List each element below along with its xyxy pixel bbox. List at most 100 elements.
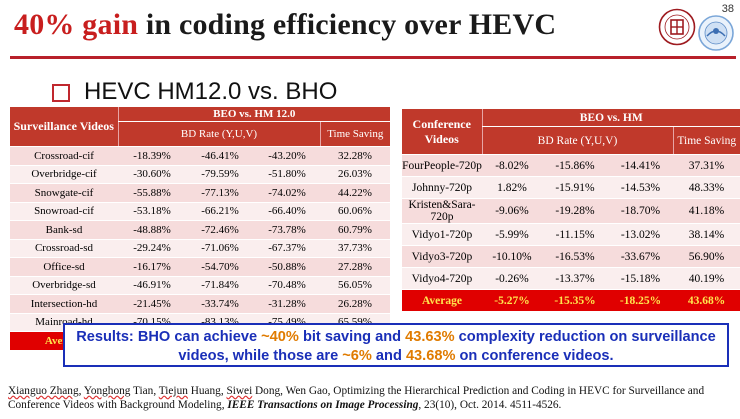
table-cell: 32.28% (320, 146, 391, 166)
row-label: Snowgate-cif (10, 183, 118, 203)
table-cell: -9.06% (482, 198, 542, 224)
slide-subtitle: HEVC HM12.0 vs. BHO (84, 78, 338, 105)
table-cell: -29.24% (118, 239, 186, 258)
row-label: Vidyo1-720p (402, 223, 482, 246)
table-cell: -46.41% (186, 146, 254, 166)
row-label: Crossroad-cif (10, 146, 118, 166)
row-label: Overbridge-sd (10, 276, 118, 295)
table-cell: -14.41% (608, 154, 673, 177)
slide-number: 38 (721, 3, 734, 15)
table-cell: -13.37% (542, 267, 608, 290)
table-cell: 44.22% (320, 183, 391, 203)
row-label: Johnny-720p (402, 176, 482, 199)
ref-text: , 23(10), Oct. 2014. 4511-4526. (418, 399, 562, 411)
ref-author: Tiejun (158, 385, 188, 397)
average-cell: -18.25% (608, 289, 673, 312)
reference-citation: Xianguo Zhang, Yonghong Tian, Tiejun Hua… (8, 384, 732, 412)
table-cell: -50.88% (254, 257, 320, 277)
table-cell: -72.46% (186, 220, 254, 240)
table-cell: -66.21% (186, 202, 254, 221)
table-row: Crossroad-cif -18.39% -46.41% -43.20% 32.28% (10, 146, 391, 166)
table-row: Overbridge-sd -46.91% -71.84% -70.48% 56.05% (10, 276, 391, 295)
table-cell: -18.70% (608, 198, 673, 224)
table-cell: -13.02% (608, 223, 673, 246)
row-label: Overbridge-cif (10, 165, 118, 184)
conference-table: Conference Videos BEO vs. HM BD Rate (Y,… (402, 109, 740, 312)
table-row: Johnny-720p 1.82% -15.91% -14.53% 48.33% (402, 176, 740, 199)
table-cell: 56.90% (673, 245, 740, 268)
average-cell: -5.27% (482, 289, 542, 312)
title-accent: 40% gain (14, 8, 139, 41)
results-text: and (371, 348, 406, 364)
results-text: Results: BHO can achieve (76, 329, 262, 345)
table-cell: -30.60% (118, 165, 186, 184)
row-label: Bank-sd (10, 220, 118, 240)
table-row: Crossroad-sd -29.24% -71.06% -67.37% 37.73% (10, 239, 391, 258)
ref-author: Xianguo Zhang (8, 385, 79, 397)
average-cell: 43.68% (673, 289, 740, 312)
table-row: Office-sd -16.17% -54.70% -50.88% 27.28% (10, 257, 391, 277)
table-cell: -14.53% (608, 176, 673, 199)
table-cell: -48.88% (118, 220, 186, 240)
table-cell: -46.91% (118, 276, 186, 295)
table-cell: 37.31% (673, 154, 740, 177)
slide-title: 40% gain in coding efficiency over HEVC (14, 8, 556, 42)
table-cell: -55.88% (118, 183, 186, 203)
row-label: Office-sd (10, 257, 118, 277)
table2-row-header: Conference Videos (402, 109, 482, 155)
table-cell: -70.48% (254, 276, 320, 295)
table2-bd-header: BD Rate (Y,U,V) (481, 126, 673, 155)
table1-group-header: BEO vs. HM 12.0 (117, 107, 391, 122)
title-underline (10, 56, 736, 59)
table-cell: -15.91% (542, 176, 608, 199)
table-cell: -74.02% (254, 183, 320, 203)
table-row: Snowgate-cif -55.88% -77.13% -74.02% 44.22% (10, 183, 391, 203)
table-cell: -21.45% (118, 294, 186, 314)
results-text: on conference videos. (455, 348, 614, 364)
table-cell: -73.78% (254, 220, 320, 240)
table-cell: -53.18% (118, 202, 186, 221)
row-label: Vidyo3-720p (402, 245, 482, 268)
table1-row-header: Surveillance Videos (10, 107, 118, 147)
table-cell: -8.02% (482, 154, 542, 177)
table-cell: 40.19% (673, 267, 740, 290)
ref-text: Dong, Wen Gao, Optimizing the Hierarchic… (8, 385, 705, 411)
row-label: Crossroad-sd (10, 239, 118, 258)
title-rest: in coding efficiency over HEVC (138, 8, 557, 41)
table-cell: 56.05% (320, 276, 391, 295)
table-cell: 37.73% (320, 239, 391, 258)
table-cell: -33.74% (186, 294, 254, 314)
table-cell: -71.84% (186, 276, 254, 295)
table-cell: -10.10% (482, 245, 542, 268)
row-label: Kristen&Sara-720p (402, 198, 482, 224)
table-cell: -67.37% (254, 239, 320, 258)
table-cell: 26.28% (320, 294, 391, 314)
table-row: Bank-sd -48.88% -72.46% -73.78% 60.79% (10, 220, 391, 240)
table-cell: 1.82% (482, 176, 542, 199)
table-cell: 48.33% (673, 176, 740, 199)
table1-bd-header: BD Rate (Y,U,V) (117, 121, 320, 147)
table-row: Vidyo4-720p -0.26% -13.37% -15.18% 40.19% (402, 267, 740, 290)
table-row: Kristen&Sara-720p -9.06% -19.28% -18.70% 41.… (402, 198, 740, 224)
table-cell: 41.18% (673, 198, 740, 224)
table-cell: -16.53% (542, 245, 608, 268)
table-cell: 60.06% (320, 202, 391, 221)
average-cell: -15.35% (542, 289, 608, 312)
results-text: bit saving and (298, 329, 406, 345)
results-highlight: ~40% (261, 329, 299, 345)
table-cell: -54.70% (186, 257, 254, 277)
table-row: Vidyo3-720p -10.10% -16.53% -33.67% 56.90% (402, 245, 740, 268)
institute-logo-icon (698, 15, 734, 51)
results-highlight: ~6% (342, 348, 372, 364)
checkbox-bullet-icon (52, 84, 70, 102)
table-row: Overbridge-cif -30.60% -79.59% -51.80% 26.03… (10, 165, 391, 184)
ref-text: , (78, 385, 84, 397)
table-cell: 60.79% (320, 220, 391, 240)
peking-university-seal-icon (658, 8, 696, 46)
table2-group-header: BEO vs. HM (481, 109, 740, 127)
table-cell: -0.26% (482, 267, 542, 290)
table-cell: -5.99% (482, 223, 542, 246)
table-cell: -66.40% (254, 202, 320, 221)
table1-time-header: Time Saving (319, 121, 391, 147)
table-row: FourPeople-720p -8.02% -15.86% -14.41% 37.31… (402, 154, 740, 177)
